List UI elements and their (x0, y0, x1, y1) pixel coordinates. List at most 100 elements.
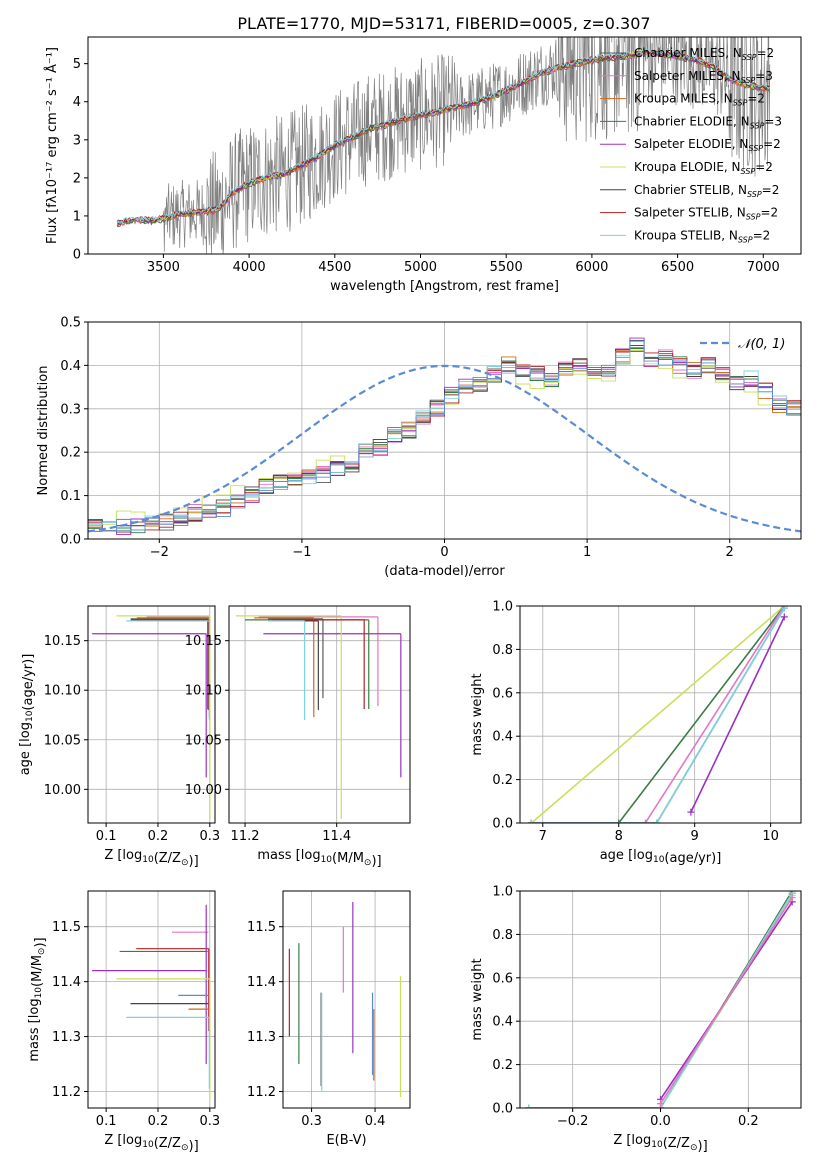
plot-area (92, 904, 211, 1100)
model-spectrum-kroupa-stelib (116, 47, 771, 224)
y-tick-label: 11.5 (247, 920, 276, 935)
y-tick-label: 10.00 (44, 783, 81, 798)
y-axis-label: Flux [fλ10⁻¹⁷ erg cm⁻² s⁻¹ Å⁻¹] (44, 47, 60, 244)
mass-weight-line (531, 606, 785, 823)
ylabel-label-part: ⊙ (37, 948, 47, 956)
legend-label: Salpeter MILES, N (634, 69, 741, 83)
y-tick-label: 0.4 (492, 730, 513, 745)
ylabel-label-part: mass [log (27, 998, 42, 1061)
legend-label: Kroupa MILES, N (634, 92, 733, 106)
plot-area (235, 615, 402, 820)
legend-sub: SSP (733, 99, 748, 108)
legend-sub: SSP (746, 213, 761, 222)
legend-suffix: =2 (756, 46, 774, 60)
mass-weight-line (530, 606, 785, 823)
x-tick-label: 11.4 (322, 829, 351, 844)
plus-marker (687, 808, 695, 816)
plot-area (527, 606, 788, 823)
y-tick-label: 10.10 (185, 684, 222, 699)
legend-sub: SSP (741, 167, 756, 176)
xlabel-label: Z [log10(Z/Z⊙)] (613, 1133, 707, 1154)
legend-sub: SSP (748, 144, 763, 153)
xlabel-label-part: (Z/Z (154, 851, 181, 866)
xlabel-label: Z [log10(Z/Z⊙)] (104, 848, 198, 869)
x-tick-label: 10 (762, 829, 779, 844)
histogram-step-normal (88, 340, 801, 539)
x-tick-label: 6000 (575, 260, 608, 275)
y-tick-label: 5 (73, 57, 81, 72)
legend-sub: SSP (750, 121, 765, 130)
legend-label: Kroupa ELODIE, N (634, 160, 741, 174)
xlabel-label-part: )] (189, 854, 199, 869)
y-tick-label: 3 (73, 133, 81, 148)
xlabel-label-part: mass [log (257, 848, 320, 863)
axes-frame (519, 605, 802, 824)
y-axis-label: mass weight (470, 673, 485, 755)
x-tick-label: 7 (539, 829, 547, 844)
axes-mass_vs_Z: 0.1 0.2 0.311.211.311.411.5Z [log10(Z/Z⊙)]… (27, 890, 220, 1154)
y-tick-label: 11.2 (247, 1085, 276, 1100)
xlabel-label-part: age [log (600, 848, 653, 863)
x-tick-label: 0.3 (199, 829, 220, 844)
plus-marker (653, 819, 661, 823)
xlabel-label-part: 10 (651, 1140, 663, 1150)
legend-suffix: =2 (747, 92, 765, 106)
legend-entry: Chabrier MILES, NSSP=2 (634, 46, 774, 62)
xlabel-label-part: ⊙ (181, 1143, 189, 1153)
legend-sub: SSP (742, 53, 757, 62)
y-tick-label: 1.0 (492, 885, 513, 900)
x-tick-label: 0.4 (365, 1114, 386, 1129)
histogram-step-chabrier-stelib (88, 340, 801, 539)
y-tick-label: 0 (73, 248, 81, 263)
xlabel-label: mass [log10(M/M⊙)] (257, 848, 381, 869)
x-tick-label: 0.2 (148, 1114, 169, 1129)
axes-residuals: −2 −1 0 1 2 0.0 0.1 0.2 0.3 0.4 0.5 (data-model)/er… (36, 316, 802, 579)
legend-suffix: =3 (764, 114, 782, 128)
x-axis-label: E(B-V) (326, 1133, 366, 1148)
ylabel-label: mass [log10(M/M⊙)] (27, 937, 48, 1061)
y-tick-label: 0.0 (492, 1102, 513, 1117)
x-tick-label: −1 (292, 545, 311, 560)
y-tick-label: 0.8 (492, 643, 513, 658)
y-tick-label: 10.10 (44, 684, 81, 699)
axes-frame (87, 36, 802, 255)
xlabel-label-part: )] (371, 854, 381, 869)
y-tick-label: 11.4 (247, 975, 276, 990)
y-tick-label: 11.3 (52, 1030, 81, 1045)
xlabel-label: age [log10(age/yr)] (600, 848, 722, 866)
y-tick-label: 1.0 (492, 600, 513, 615)
y-tick-label: 10.00 (185, 783, 222, 798)
y-tick-label: 11.3 (247, 1030, 276, 1045)
xlabel-label-part: )] (698, 1139, 708, 1154)
axes-mass_vs_ebv: 0.3 0.4 11.2 11.3 11.4 11.5 E(B-V) (247, 890, 411, 1148)
legend-suffix: =2 (753, 228, 771, 242)
histogram-step-salpeter-miles (88, 349, 801, 539)
y-tick-label: 10.05 (44, 733, 81, 748)
y-tick-label: 0.0 (492, 817, 513, 832)
y-tick-label: 0.4 (492, 1015, 513, 1030)
xlabel-label-part: ⊙ (690, 1143, 698, 1153)
legend-entry: Kroupa MILES, NSSP=2 (634, 92, 765, 108)
x-tick-label: 0.3 (301, 1114, 322, 1129)
plus-marker (641, 819, 649, 823)
xlabel-label-part: Z [log (104, 848, 142, 863)
plus-marker (615, 819, 623, 823)
x-tick-label: 0.2 (738, 1114, 759, 1129)
plot-area (288, 901, 402, 1098)
legend-entry: Chabrier ELODIE, NSSP=3 (634, 114, 782, 130)
legend-entry: 𝒩(0, 1) (738, 337, 785, 352)
y-tick-label: 11.2 (52, 1085, 81, 1100)
xlabel-label-part: 10 (321, 855, 333, 865)
y-tick-label: 0.6 (492, 686, 513, 701)
plot-area (88, 337, 801, 539)
legend-entry: Chabrier STELIB, NSSP=2 (634, 183, 779, 199)
ylabel-label-part: (M/M (30, 955, 45, 987)
legend-suffix: =2 (755, 160, 773, 174)
xlabel-label-part: ⊙ (181, 858, 189, 868)
x-tick-label: 4000 (233, 260, 266, 275)
y-axis-label: mass weight (470, 958, 485, 1040)
ylabel-label-part: 10 (34, 987, 44, 999)
x-tick-label: −2 (150, 545, 169, 560)
